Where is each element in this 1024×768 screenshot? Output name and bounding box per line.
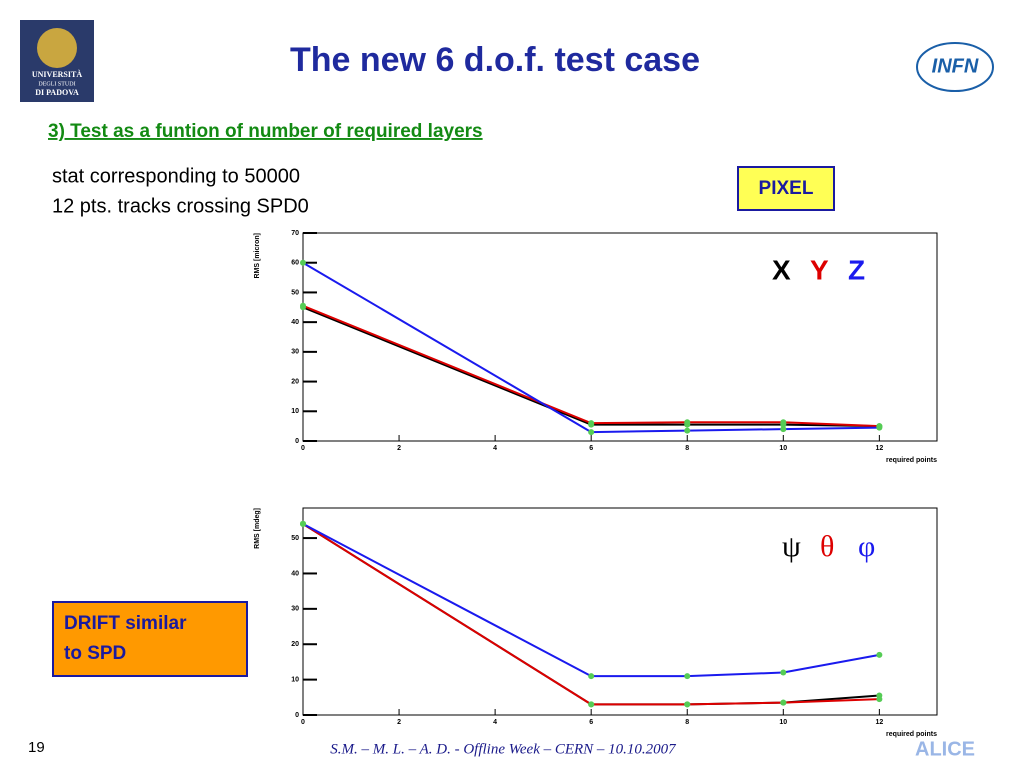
y-axis-label: RMS [micron] xyxy=(254,233,261,279)
point-marker xyxy=(780,419,787,426)
point-marker xyxy=(780,669,787,676)
point-marker xyxy=(300,520,306,527)
y-tick-label: 70 xyxy=(291,230,299,237)
y-tick-label: 40 xyxy=(291,570,299,577)
y-tick-label: 60 xyxy=(291,260,299,267)
x-tick-label: 12 xyxy=(875,719,883,726)
subtitle: 3) Test as a funtion of number of requir… xyxy=(48,121,483,142)
y-tick-label: 30 xyxy=(291,349,299,356)
point-marker xyxy=(588,701,595,708)
plot-frame xyxy=(302,232,938,442)
legend-entry: θ xyxy=(820,530,834,563)
drift-label: DRIFT similar xyxy=(64,613,187,634)
x-axis-label: required points xyxy=(886,457,937,464)
x-tick-label: 8 xyxy=(685,445,689,452)
legend-entry: ψ xyxy=(782,530,801,563)
y-tick-label: 0 xyxy=(295,712,299,719)
x-tick-label: 12 xyxy=(875,445,883,452)
x-axis-label: required points xyxy=(886,731,937,738)
plot-frame xyxy=(302,507,938,716)
legend-entry: X xyxy=(772,254,791,285)
y-tick-label: 30 xyxy=(291,606,299,613)
logo-footer: ALICE xyxy=(915,738,975,760)
point-marker xyxy=(588,673,595,680)
logo-right: INFN xyxy=(932,55,979,77)
x-tick-label: 2 xyxy=(397,719,401,726)
y-tick-label: 20 xyxy=(291,641,299,648)
point-marker xyxy=(684,673,691,680)
y-tick-label: 50 xyxy=(291,535,299,542)
point-marker xyxy=(780,426,787,433)
point-marker xyxy=(684,701,691,708)
y-tick-label: 10 xyxy=(291,408,299,415)
legend-entry: φ xyxy=(858,530,875,563)
pixel-box xyxy=(737,166,835,211)
logo-ring xyxy=(916,42,994,92)
x-tick-label: 0 xyxy=(301,445,305,452)
point-marker xyxy=(300,302,306,309)
y-axis-label: RMS [mdeg] xyxy=(254,508,261,549)
drift-box xyxy=(52,601,248,677)
logo-seal xyxy=(37,28,77,68)
logo-text: UNIVERSITÀ xyxy=(32,69,82,79)
point-marker xyxy=(876,696,883,703)
y-tick-label: 40 xyxy=(291,319,299,326)
x-tick-label: 2 xyxy=(397,445,401,452)
point-marker xyxy=(876,651,883,658)
y-tick-label: 10 xyxy=(291,676,299,683)
stat-line: stat corresponding to 50000 xyxy=(52,165,300,187)
x-tick-label: 4 xyxy=(493,719,497,726)
pixel-label: PIXEL xyxy=(759,178,814,199)
x-tick-label: 4 xyxy=(493,445,497,452)
point-marker xyxy=(684,427,691,434)
stat-line: 12 pts. tracks crossing SPD0 xyxy=(52,195,309,217)
y-tick-label: 0 xyxy=(295,438,299,445)
point-marker xyxy=(588,420,595,427)
logo-text: DEGLI STUDI xyxy=(38,81,75,87)
x-tick-label: 10 xyxy=(779,445,787,452)
y-tick-label: 20 xyxy=(291,378,299,385)
page-number: 19 xyxy=(28,739,45,756)
legend-entry: Y xyxy=(810,254,829,285)
x-tick-label: 0 xyxy=(301,719,305,726)
x-tick-label: 6 xyxy=(589,719,593,726)
logo-text: DI PADOVA xyxy=(35,88,79,97)
legend-entry: Z xyxy=(848,254,865,285)
point-marker xyxy=(780,699,787,706)
point-marker xyxy=(684,419,691,426)
slide-title: The new 6 d.o.f. test case xyxy=(290,41,700,79)
footer: S.M. – M. L. – A. D. - Offline Week – CE… xyxy=(330,741,677,757)
y-tick-label: 50 xyxy=(291,289,299,296)
x-tick-label: 6 xyxy=(589,445,593,452)
drift-label: to SPD xyxy=(64,643,126,664)
point-marker xyxy=(876,424,883,431)
x-tick-label: 8 xyxy=(685,719,689,726)
point-marker xyxy=(588,429,595,436)
x-tick-label: 10 xyxy=(779,719,787,726)
point-marker xyxy=(300,259,306,266)
